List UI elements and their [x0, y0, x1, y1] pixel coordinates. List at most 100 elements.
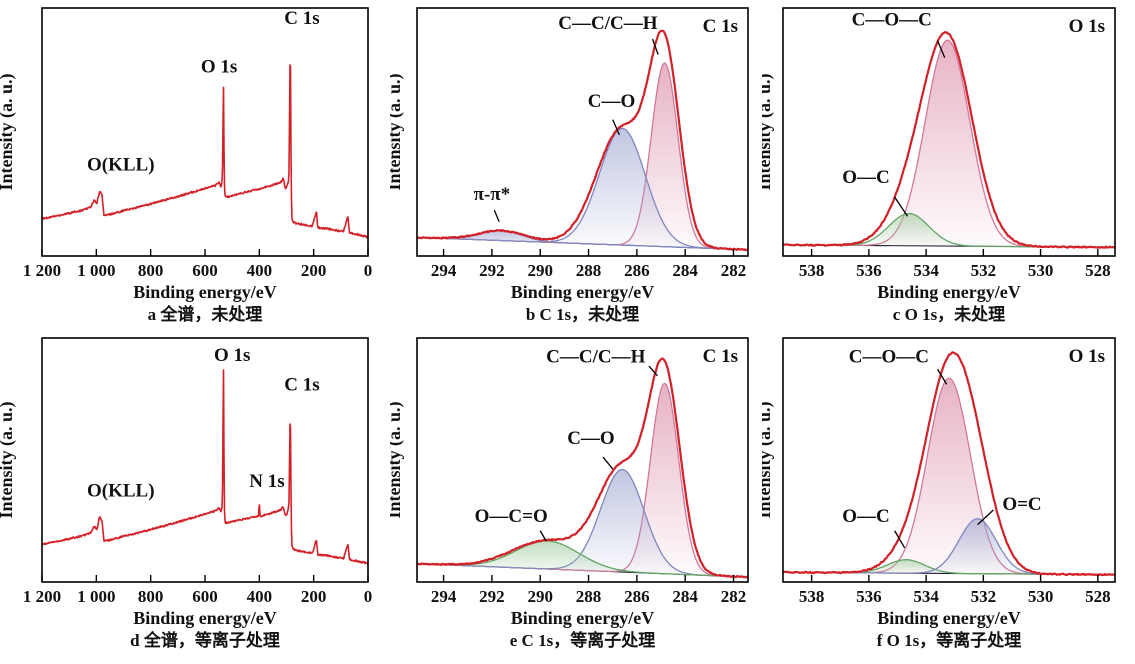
x-tick-label: 288 [576, 261, 602, 280]
plot-c: 538 536 534 532 530 528 Binding energy/eV Inten… [762, 7, 1116, 324]
axes-frame [41, 7, 369, 257]
x-axis-title: Binding energy/eV [877, 608, 1021, 628]
peak-label: C 1s [284, 374, 319, 395]
x-tick-label: 800 [138, 261, 164, 280]
x-tick-label: 1 200 [23, 587, 61, 606]
y-axis-title: Intensity (a. u.) [0, 401, 17, 518]
peak-label: C—O [588, 91, 636, 112]
x-tick-label: 1 200 [23, 261, 61, 280]
plot-f: 538 536 534 532 530 528 Binding energy/eV Inten… [762, 337, 1116, 650]
x-tick-label: 800 [138, 587, 164, 606]
peak-leader-line [936, 368, 948, 385]
peak-label: C—O—C [849, 346, 929, 367]
x-tick-label: 0 [364, 587, 373, 606]
y-axis-title: Intensity (a. u.) [0, 73, 17, 190]
corner-label: C 1s [703, 346, 738, 367]
peak-leader-line [648, 365, 658, 377]
peak-label: C 1s [284, 8, 319, 29]
panel-e: 294 292 290 288 286 284 282 Binding energy/eV In… [390, 332, 762, 664]
x-axis-title: Binding energy/eV [133, 608, 277, 628]
axes-frame [416, 337, 749, 583]
x-tick-label: 286 [624, 587, 650, 606]
component-fill-pi-pi* [417, 230, 748, 250]
peak-leader-line [602, 456, 614, 470]
component-fill-O=C [783, 518, 1115, 575]
x-tick-label: 538 [799, 261, 825, 280]
component-curve-C-C/C-H [417, 382, 748, 578]
plot-e: 294 292 290 288 286 284 282 Binding energy/eV In… [390, 337, 749, 650]
x-tick-label: 600 [192, 587, 218, 606]
x-tick-label: 1 000 [77, 587, 115, 606]
x-tick-label: 1 000 [77, 261, 115, 280]
y-axis-title: Intensity (a. u.) [762, 73, 775, 190]
envelope-curve [416, 29, 749, 252]
x-tick-label: 400 [247, 587, 273, 606]
peak-leader-line [651, 38, 659, 55]
peak-label: O=C [1002, 494, 1041, 515]
peak-leader-line [493, 209, 500, 223]
component-curve-C-O [417, 127, 748, 251]
component-fill-O-C=O [417, 540, 748, 578]
peak-label: π-π* [474, 184, 511, 205]
x-tick-label: 286 [624, 261, 650, 280]
corner-label: C 1s [703, 16, 738, 37]
x-tick-label: 528 [1085, 587, 1111, 606]
peak-label: C—O—C [852, 9, 932, 30]
x-tick-label: 534 [913, 587, 939, 606]
component-fill-C-O-C [783, 40, 1115, 248]
envelope-curve [416, 357, 749, 579]
x-axis-title: Binding energy/eV [511, 282, 655, 302]
panel-caption: f O 1s，等离子处理 [877, 630, 1022, 650]
x-tick-label: 400 [247, 261, 273, 280]
x-tick-label: 530 [1028, 587, 1054, 606]
x-tick-label: 290 [527, 587, 553, 606]
x-tick-label: 600 [192, 261, 218, 280]
peak-label: O 1s [214, 345, 250, 366]
y-axis-title: Intensity (a. u.) [762, 401, 775, 518]
x-axis-title: Binding energy/eV [877, 282, 1021, 302]
component-fill-C-O [417, 128, 748, 250]
peak-label: C—C/C—H [546, 346, 645, 367]
peak-label: O(KLL) [87, 154, 155, 175]
panel-caption: b C 1s，未处理 [526, 304, 639, 324]
x-tick-label: 288 [576, 587, 602, 606]
x-tick-label: 284 [672, 587, 698, 606]
axes-frame [782, 7, 1116, 257]
peak-leader-line [977, 509, 994, 526]
y-axis-title: Intensity (a. u.) [390, 73, 405, 190]
x-tick-label: 532 [971, 261, 997, 280]
peak-label: O—C [842, 167, 890, 188]
x-tick-label: 538 [799, 587, 825, 606]
x-tick-label: 528 [1085, 261, 1111, 280]
survey-spectrum-curve [41, 369, 369, 565]
peak-label: O—C=O [475, 506, 548, 527]
plot-d: 1 200 1 000 800 600 400 200 0 Binding energy/eV… [0, 337, 373, 650]
panel-b: 294 292 290 288 286 284 282 Binding energy/eV In… [390, 0, 762, 332]
peak-leader-line [894, 196, 909, 217]
x-tick-label: 282 [721, 261, 747, 280]
x-tick-label: 284 [672, 261, 698, 280]
peak-leader-line [612, 119, 621, 136]
panel-caption: d 全谱，等离子处理 [130, 630, 280, 650]
x-tick-label: 294 [431, 261, 457, 280]
peak-label: O 1s [201, 56, 237, 77]
plot-a: 1 200 1 000 800 600 400 200 0 Binding energy/eV… [0, 7, 372, 324]
peak-leader-line [539, 530, 547, 542]
peak-label: O(KLL) [87, 481, 155, 502]
corner-label: O 1s [1069, 16, 1105, 37]
peak-label: C—C/C—H [558, 13, 657, 34]
panel-a: 1 200 1 000 800 600 400 200 0 Binding energy/eV… [0, 0, 390, 332]
x-tick-label: 536 [856, 261, 882, 280]
x-tick-label: 534 [913, 261, 939, 280]
component-curve-O-C=O [417, 540, 748, 578]
x-tick-label: 290 [527, 261, 553, 280]
peak-label: N 1s [249, 471, 284, 492]
x-tick-label: 294 [431, 587, 457, 606]
panel-f: 538 536 534 532 530 528 Binding energy/eV Inten… [762, 332, 1135, 664]
x-tick-label: 200 [301, 587, 327, 606]
peak-label: C—O [567, 428, 615, 449]
component-fill-C-O-C [783, 378, 1115, 575]
x-tick-label: 292 [479, 587, 505, 606]
peak-label: O—C [842, 506, 890, 527]
